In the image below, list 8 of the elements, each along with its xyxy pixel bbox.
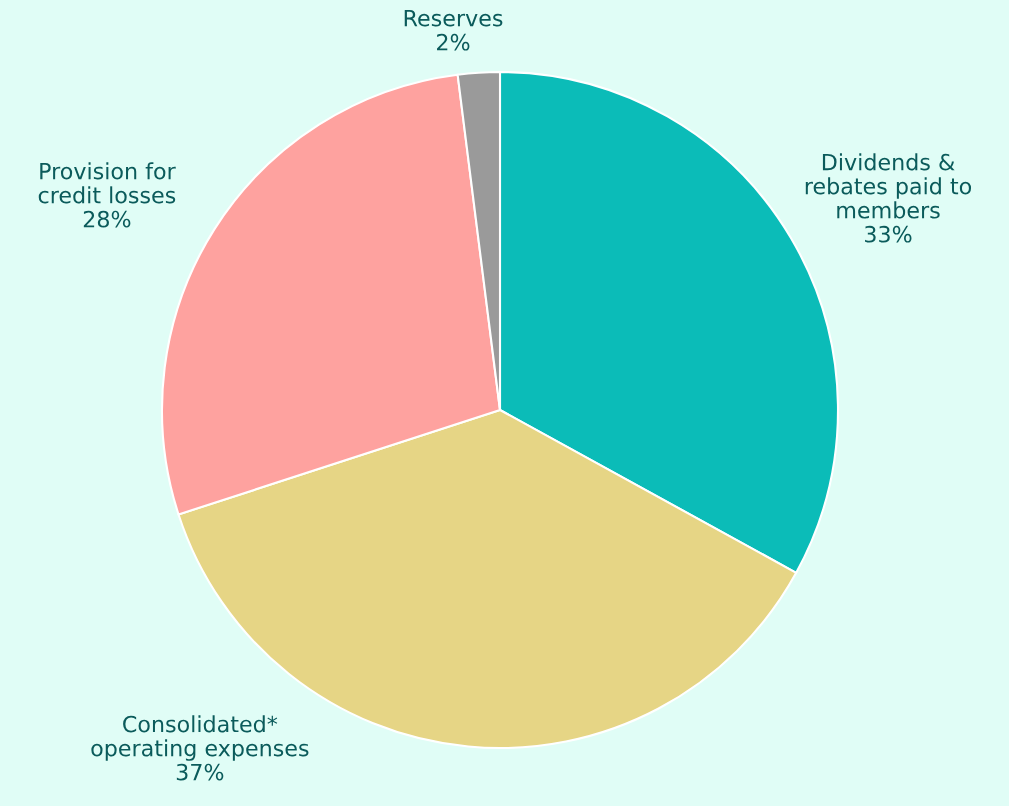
slice-label: Dividends & rebates paid to members	[805, 153, 972, 219]
data-label: 37%	[176, 763, 224, 781]
slice-label: Provision for credit losses	[38, 162, 176, 204]
data-label: 33%	[865, 225, 912, 243]
data-label: 2%	[437, 33, 470, 51]
data-label: 28%	[83, 210, 131, 228]
slice-label: Consolidated* operating expenses	[91, 715, 309, 761]
slice-label: Reserves	[404, 10, 503, 27]
